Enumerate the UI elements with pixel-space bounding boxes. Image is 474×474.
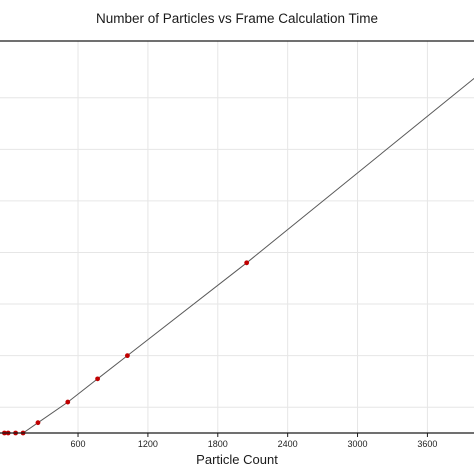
plot-frame — [0, 40, 474, 434]
x-tick-label: 3000 — [348, 439, 368, 449]
series-line — [4, 77, 474, 434]
data-point — [35, 420, 41, 426]
x-tick-label: 600 — [71, 439, 86, 449]
data-point — [125, 353, 130, 359]
data-points-group — [2, 260, 250, 436]
x-tick-label: 3600 — [417, 439, 437, 449]
x-tick-label: 2400 — [278, 439, 298, 449]
grid-lines — [0, 41, 474, 433]
data-point — [244, 260, 250, 266]
data-point — [65, 399, 71, 405]
data-point — [95, 376, 100, 382]
x-axis-label: Particle Count — [196, 452, 278, 467]
chart-title: Number of Particles vs Frame Calculation… — [95, 11, 379, 26]
x-tick-label: 1200 — [138, 439, 158, 449]
x-tick-label: 1800 — [208, 439, 228, 449]
x-tick-labels: 600 1200 1800 2400 3000 3600 — [71, 433, 437, 449]
series-line-group — [4, 77, 474, 434]
